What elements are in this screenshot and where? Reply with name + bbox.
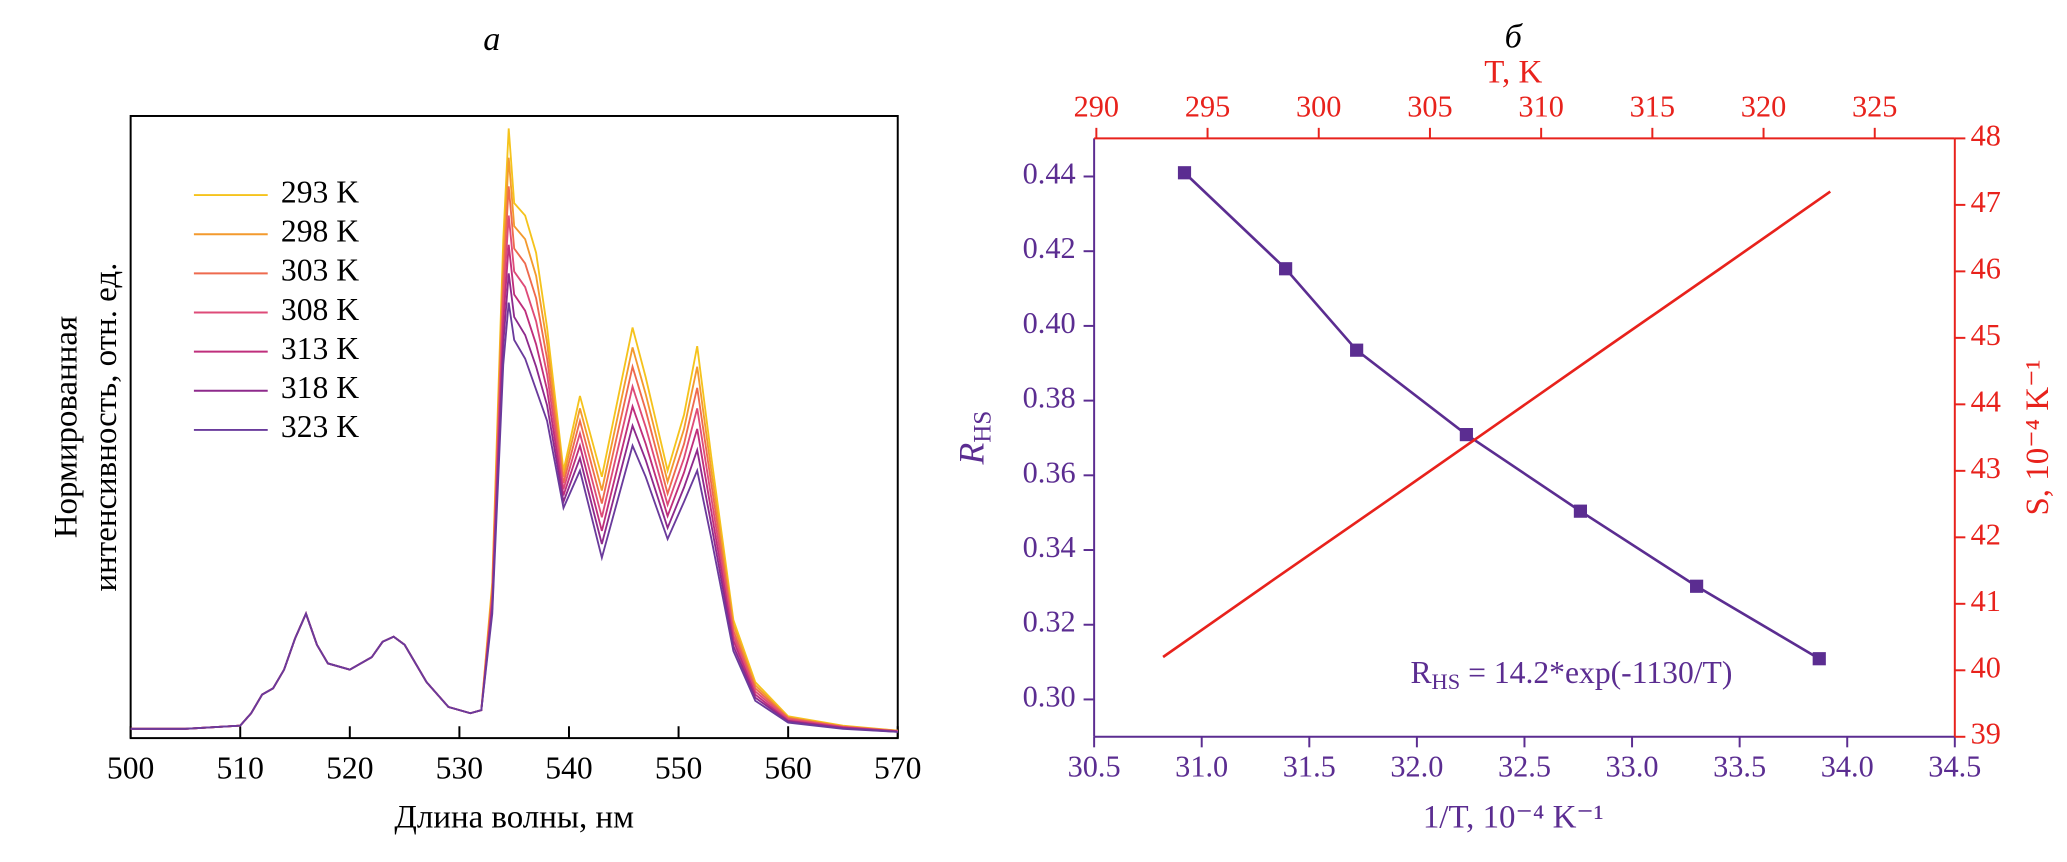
x-tick-label: 540 (545, 750, 592, 785)
data-point (1279, 262, 1293, 276)
legend-label: 313 K (281, 331, 359, 366)
x2-tick-label: 320 (1741, 89, 1786, 123)
data-point (1177, 166, 1192, 180)
x-tick-label: 33.0 (1606, 750, 1659, 784)
x-tick-label: 31.5 (1283, 750, 1336, 784)
y-tick-label: 0.36 (1023, 455, 1076, 489)
x2-tick-label: 325 (1852, 89, 1897, 123)
y-axis-label: Нормированная (48, 316, 84, 538)
y2-tick-label: 41 (1971, 584, 2001, 618)
annotation-rest: = 14.2*exp(-1130/T) (1460, 655, 1732, 690)
x-tick-label: 520 (326, 750, 373, 785)
chart-title: а (483, 20, 500, 58)
data-point (1350, 343, 1364, 357)
annotation-main: R (1410, 655, 1432, 690)
data-point (1690, 579, 1704, 593)
spectrum-line (130, 273, 898, 733)
x-axis-label: Длина волны, нм (394, 799, 634, 835)
x-tick-label: 510 (217, 750, 264, 785)
y2-tick-label: 46 (1971, 251, 2001, 285)
y-tick-label: 0.32 (1023, 605, 1076, 639)
x2-axis-label: T, K (1484, 55, 1542, 91)
x-tick-label: 31.0 (1175, 750, 1228, 784)
y2-tick-label: 40 (1971, 650, 2001, 684)
legend-label: 298 K (281, 213, 359, 248)
x2-tick-label: 305 (1407, 89, 1452, 123)
data-point (1573, 504, 1588, 518)
y-axis-label: RHS (952, 411, 997, 466)
y-axis-label: интенсивность, отн. ед. (88, 263, 124, 592)
x-tick-label: 32.0 (1390, 750, 1443, 784)
x-tick-label: 570 (874, 750, 921, 785)
x2-tick-label: 295 (1185, 89, 1230, 123)
y-tick-label: 0.30 (1023, 679, 1076, 713)
x-tick-label: 33.5 (1713, 750, 1766, 784)
y2-tick-label: 45 (1971, 318, 2001, 352)
y2-tick-label: 48 (1971, 118, 2001, 152)
spectrum-line (130, 302, 898, 733)
x-tick-label: 30.5 (1068, 750, 1121, 784)
annotation: RHS = 14.2*exp(-1130/T) (1410, 655, 1732, 694)
x-tick-label: 530 (436, 750, 483, 785)
y2-tick-label: 44 (1971, 384, 2001, 418)
y2-tick-label: 47 (1971, 185, 2001, 219)
y-tick-label: 0.34 (1023, 530, 1076, 564)
x-tick-label: 560 (764, 750, 811, 785)
legend-label: 303 K (281, 253, 359, 288)
fit-line (1162, 190, 1832, 659)
annotation-sub: HS (1432, 669, 1461, 694)
x2-tick-label: 310 (1518, 89, 1563, 123)
y-tick-label: 0.40 (1023, 306, 1076, 340)
y-tick-label: 0.42 (1023, 231, 1076, 265)
y2-axis-label: S, 10⁻⁴ K⁻¹ (2020, 360, 2056, 516)
y2-tick-label: 42 (1971, 517, 2001, 551)
x-axis-label: 1/T, 10⁻⁴ K⁻¹ (1423, 799, 1604, 835)
legend-label: 308 K (281, 292, 359, 327)
y-label-sub: HS (969, 411, 996, 443)
x-tick-label: 550 (655, 750, 702, 785)
data-point (1459, 428, 1473, 442)
x-tick-label: 500 (107, 750, 154, 785)
fit-line (1183, 171, 1820, 660)
legend-label: 323 K (281, 409, 359, 444)
y2-tick-label: 39 (1971, 717, 2001, 751)
data-point (1812, 652, 1826, 666)
y-label-main: R (952, 442, 992, 465)
x2-tick-label: 300 (1296, 89, 1341, 123)
legend-label: 318 K (281, 370, 359, 405)
x-tick-label: 32.5 (1498, 750, 1551, 784)
x2-tick-label: 290 (1074, 89, 1119, 123)
y-tick-label: 0.44 (1023, 156, 1076, 190)
legend-label: 293 K (281, 174, 359, 209)
chart-title: б (1505, 17, 1524, 55)
y-tick-label: 0.38 (1023, 381, 1076, 415)
y2-tick-label: 43 (1971, 451, 2001, 485)
x-tick-label: 34.5 (1928, 750, 1981, 784)
plot-frame (129, 114, 899, 740)
x-tick-label: 34.0 (1821, 750, 1874, 784)
x2-tick-label: 315 (1630, 89, 1675, 123)
